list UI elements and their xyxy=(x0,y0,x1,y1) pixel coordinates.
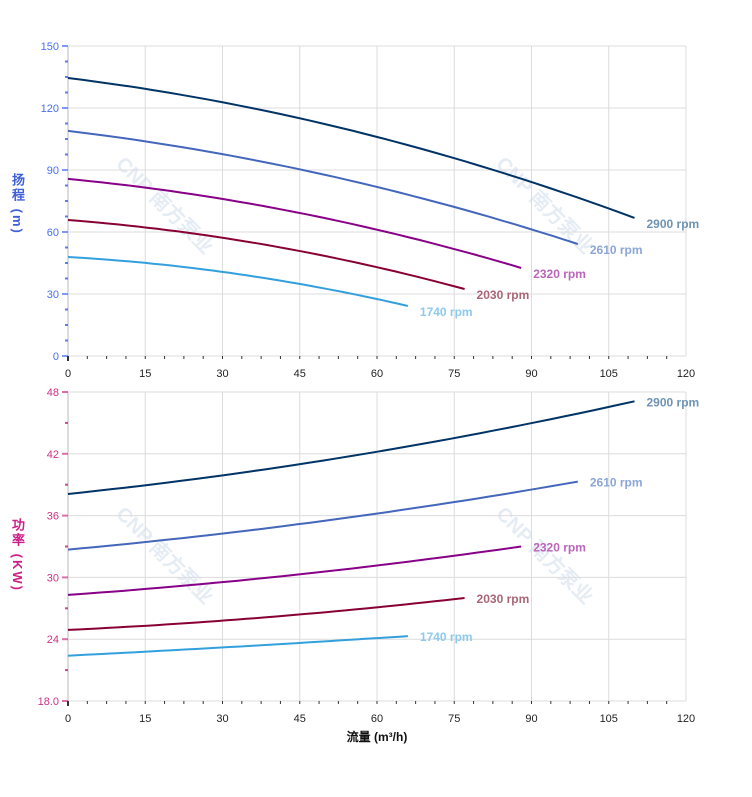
x-tick-label: 15 xyxy=(139,713,151,725)
x-tick-label: 75 xyxy=(448,368,460,380)
y-tick-label: 30 xyxy=(47,572,59,584)
x-tick-label: 60 xyxy=(371,713,383,725)
power-y-axis-label: 功率 (KW) xyxy=(10,518,25,592)
series-label: 2030 rpm xyxy=(477,288,530,302)
x-tick-label: 0 xyxy=(65,368,71,380)
x-tick-label: 60 xyxy=(371,368,383,380)
y-tick-label: 0 xyxy=(53,351,59,363)
y-tick-label: 60 xyxy=(47,227,59,239)
series-label: 2900 rpm xyxy=(647,217,700,231)
x-tick-label: 75 xyxy=(448,713,460,725)
series-label: 1740 rpm xyxy=(420,305,473,319)
series-line-1740 xyxy=(67,256,409,307)
series-label: 2610 rpm xyxy=(590,476,643,490)
x-axis-label: 流量 (m³/h) xyxy=(347,729,408,744)
watermark-logo: CNP 南方泵业 xyxy=(111,502,218,609)
x-tick-label: 120 xyxy=(677,713,695,725)
x-tick-label: 0 xyxy=(65,713,71,725)
y-tick-label: 150 xyxy=(41,41,59,53)
series-label: 2320 rpm xyxy=(533,267,586,281)
series-label: 2320 rpm xyxy=(533,541,586,555)
x-tick-label: 90 xyxy=(525,713,537,725)
y-tick-label: 90 xyxy=(47,165,59,177)
series-line-2320 xyxy=(67,177,522,269)
x-tick-label: 105 xyxy=(600,713,618,725)
series-label: 2610 rpm xyxy=(590,243,643,257)
series-line-2900 xyxy=(67,400,635,495)
x-tick-label: 15 xyxy=(139,368,151,380)
watermark-logo: CNP 南方泵业 xyxy=(491,152,598,259)
chart-panel-0: 0 30 60 90 120 150 0 15 30 45 60 75 90 105 120 2900 rpm… xyxy=(41,41,700,380)
x-tick-label: 120 xyxy=(677,368,695,380)
y-tick-label: 48 xyxy=(47,387,59,399)
x-tick-label: 90 xyxy=(525,368,537,380)
y-tick-label: 24 xyxy=(47,634,59,646)
x-tick-label: 30 xyxy=(216,368,228,380)
y-tick-label: 42 xyxy=(47,449,59,461)
series-label: 1740 rpm xyxy=(420,630,473,644)
series-line-2610 xyxy=(67,129,579,245)
series-label: 2900 rpm xyxy=(647,395,700,409)
x-tick-label: 45 xyxy=(294,713,306,725)
watermark-logo: CNP 南方泵业 xyxy=(111,152,218,259)
x-tick-label: 105 xyxy=(600,368,618,380)
chart-panel-1: 18.0 24 30 36 42 48 0 15 30 45 60 75 90 105 120 流量 (m³/… xyxy=(38,387,700,744)
x-tick-label: 30 xyxy=(216,713,228,725)
y-tick-label: 36 xyxy=(47,511,59,523)
x-tick-label: 45 xyxy=(294,368,306,380)
series-line-2610 xyxy=(67,480,578,551)
y-tick-label: 18.0 xyxy=(38,696,59,708)
head-y-axis-label: 扬程 (m) xyxy=(10,173,25,235)
series-line-1740 xyxy=(67,635,408,657)
series-line-2030 xyxy=(67,597,465,631)
series-label: 2030 rpm xyxy=(477,592,530,606)
series-line-2900 xyxy=(67,77,635,219)
series-line-2030 xyxy=(67,219,465,290)
series-line-2320 xyxy=(67,545,522,596)
y-tick-label: 30 xyxy=(47,289,59,301)
y-tick-label: 120 xyxy=(41,103,59,115)
